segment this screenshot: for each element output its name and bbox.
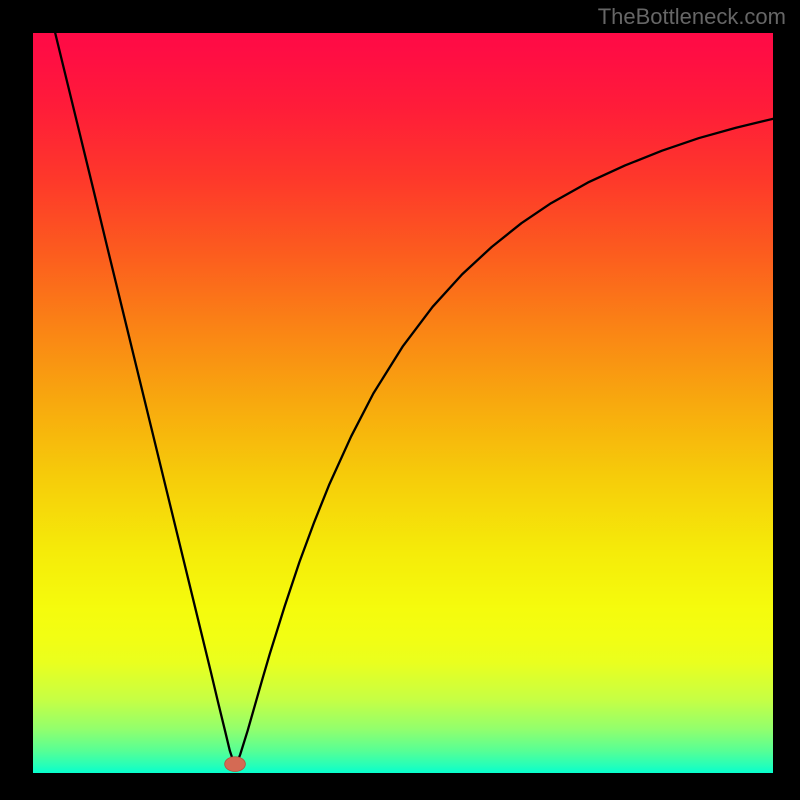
optimal-point-marker (225, 757, 246, 772)
chart-background (33, 33, 773, 773)
watermark-label: TheBottleneck.com (598, 4, 786, 30)
chart-container: TheBottleneck.com (0, 0, 800, 800)
bottleneck-chart (33, 33, 773, 773)
